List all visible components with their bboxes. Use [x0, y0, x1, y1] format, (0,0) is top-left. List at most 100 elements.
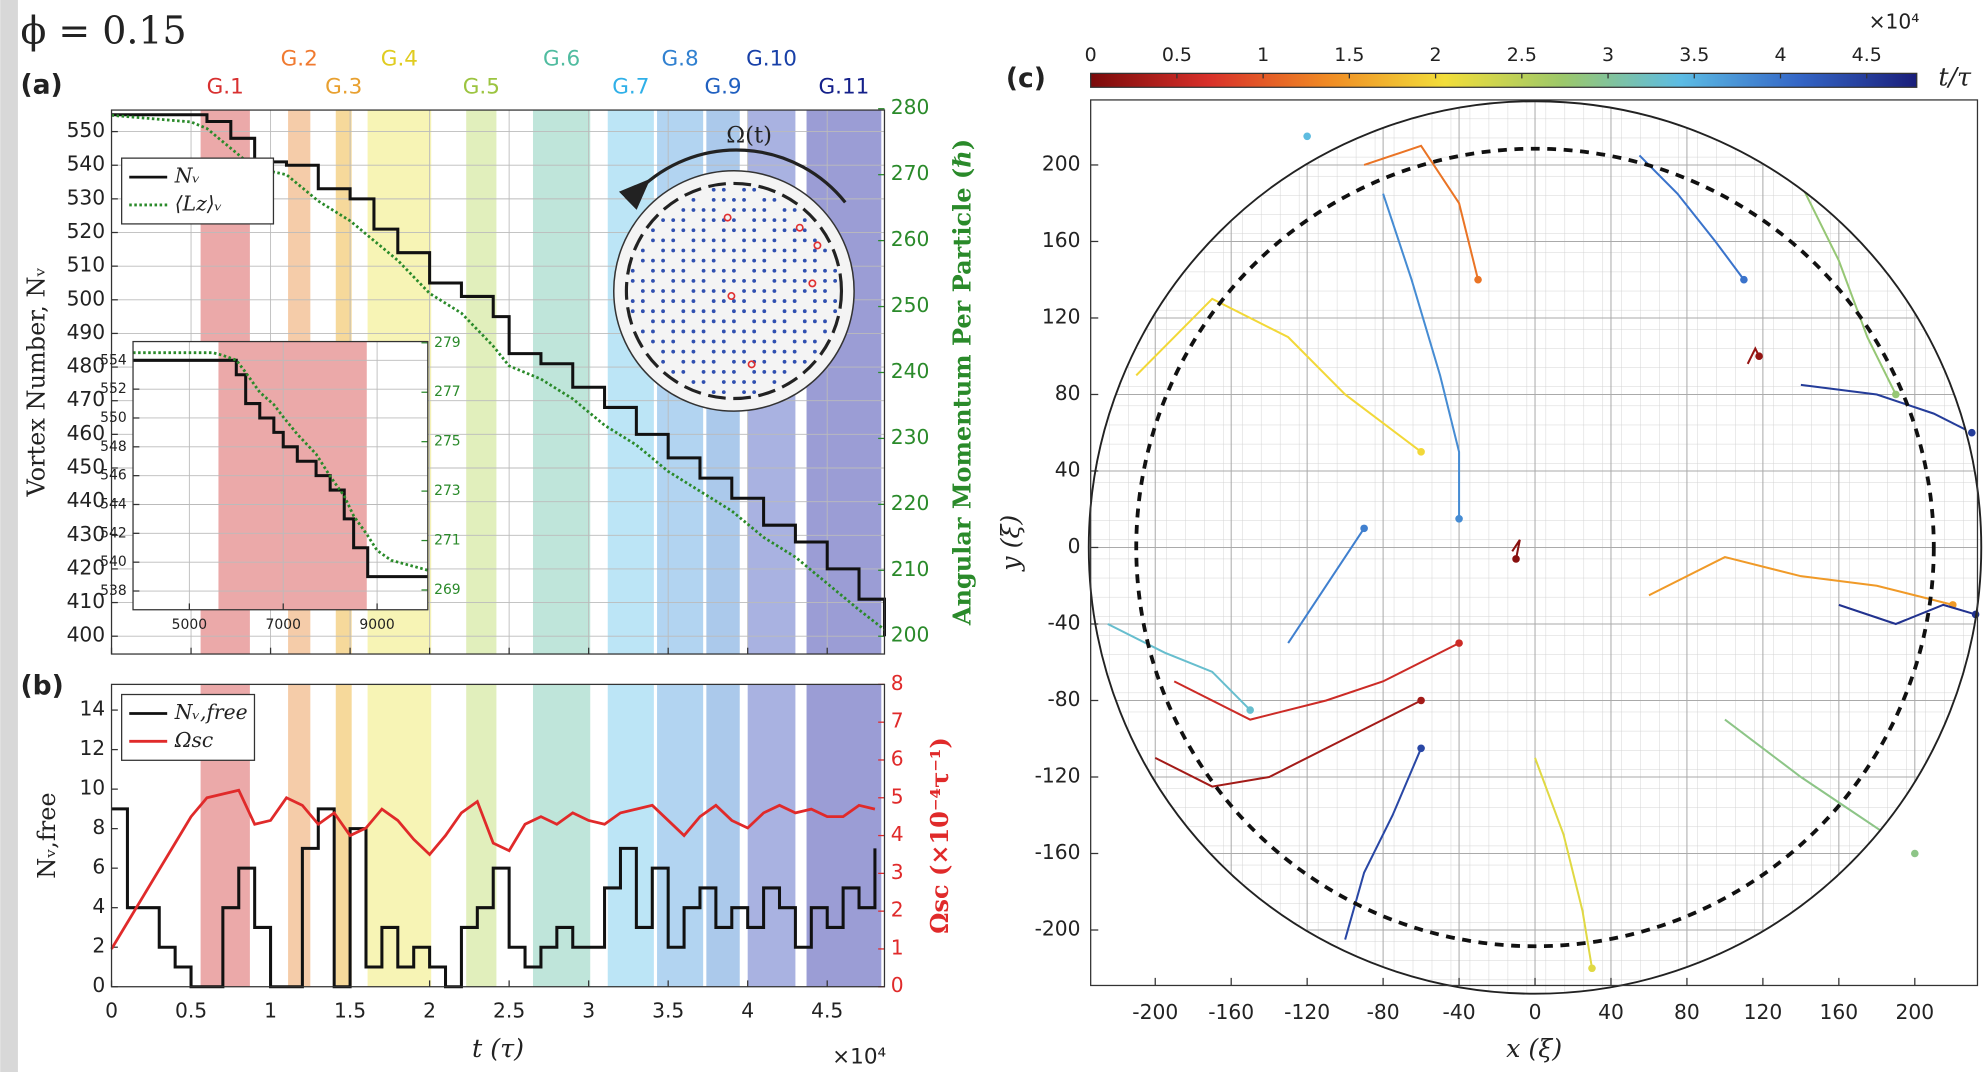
vortex-dot — [752, 380, 757, 384]
group-band — [806, 684, 882, 987]
group-band — [607, 684, 654, 987]
y2-tick-label: 260 — [891, 227, 930, 251]
y2-tick-label: 273 — [434, 483, 461, 499]
colorbar-tick-label: 3.5 — [1679, 44, 1709, 66]
y-tick-label: -120 — [1035, 763, 1081, 787]
y-tick-label: 200 — [1042, 151, 1081, 175]
vortex-dot — [721, 187, 726, 192]
vortex-dot — [762, 349, 767, 354]
vortex-dot — [711, 197, 716, 202]
vortex-dot — [651, 289, 655, 293]
vortex-dot — [772, 218, 777, 223]
vortex-dot — [701, 238, 706, 243]
group-band — [532, 684, 591, 987]
vortex-dot — [721, 380, 726, 384]
vortex-dot — [671, 238, 676, 243]
vortex-dot — [661, 248, 665, 253]
vortex-dot — [752, 390, 757, 395]
vortex-dot — [651, 258, 655, 263]
vortex-dot — [752, 370, 757, 374]
vortex-dot — [681, 278, 686, 283]
vortex-dot — [732, 349, 736, 354]
vortex-dot — [691, 208, 696, 212]
vortex-dot — [701, 218, 706, 223]
vortex-dot — [732, 278, 736, 283]
group-label: G.2 — [281, 46, 318, 71]
vortex-dot — [823, 319, 827, 324]
vortex-dot — [671, 228, 676, 233]
x-tick-label: 4 — [741, 999, 754, 1023]
vortex-dot — [721, 339, 726, 344]
vortex-dot — [833, 309, 838, 314]
vortex-dot — [721, 197, 726, 202]
vortex-dot — [691, 197, 696, 202]
vortex-track — [1173, 642, 1460, 721]
vortex-dot — [792, 289, 797, 293]
x-tick-label: -160 — [1208, 1000, 1254, 1024]
vortex-dot — [742, 258, 746, 263]
vortex-dot — [752, 187, 757, 192]
vortex-dot — [762, 258, 767, 263]
group-label: G.10 — [746, 46, 797, 71]
x-tick-label: 80 — [1674, 1000, 1700, 1024]
group-band — [367, 684, 432, 987]
vortex-dot — [681, 208, 686, 212]
y-tick-label: 0 — [92, 973, 105, 997]
vortex-dot — [711, 299, 716, 303]
vortex-dot — [681, 228, 686, 233]
x-tick-label: -200 — [1132, 1000, 1178, 1024]
vortex-dot — [671, 299, 676, 303]
rotation-arrow — [618, 148, 847, 210]
y2-tick-label: 3 — [891, 860, 904, 884]
vortex-dot — [782, 278, 787, 283]
vortex-dot — [812, 299, 817, 303]
colorbar-tick-label: 4 — [1774, 44, 1786, 66]
vortex-dot — [711, 309, 716, 314]
vortex-dot — [711, 349, 716, 354]
track-end — [1417, 448, 1425, 456]
y-tick-label: 14 — [79, 697, 105, 721]
vortex-track — [1135, 297, 1422, 453]
group-band — [532, 110, 591, 655]
track-end — [1417, 744, 1425, 753]
vortex-dot — [802, 278, 807, 283]
vortex-dot — [772, 278, 777, 283]
vortex-dot — [721, 299, 726, 303]
vortex-dot — [792, 329, 797, 334]
group-band — [466, 684, 497, 987]
boundary — [1087, 100, 1983, 995]
y2-tick-label: 220 — [891, 491, 930, 515]
vortex-dot — [732, 197, 736, 202]
vortex-dot — [742, 197, 746, 202]
vortex-dot — [691, 380, 696, 384]
y-tick-label: 552 — [100, 381, 127, 397]
vortex-dot — [651, 339, 655, 344]
vortex-dot — [782, 359, 787, 364]
vortex-dot — [742, 289, 746, 293]
vortex-dot — [772, 228, 777, 233]
vortex-dot — [671, 248, 676, 253]
vortex-dot — [671, 319, 676, 324]
vortex-dot — [701, 289, 706, 293]
vortex-dot — [833, 299, 838, 303]
group-band — [806, 110, 882, 655]
vortex-dot — [752, 329, 757, 334]
legend-box — [121, 157, 275, 225]
vortex-dot — [762, 309, 767, 314]
y-tick-label: 540 — [100, 554, 127, 570]
y-tick-label: 12 — [79, 736, 105, 760]
y2-tick-label: 210 — [891, 557, 930, 581]
vortex-dot — [762, 339, 767, 344]
vortex-dot — [711, 359, 716, 364]
vortex-dot — [651, 319, 655, 324]
series-line — [111, 807, 877, 989]
track-end — [1512, 555, 1520, 563]
vortex-dot — [823, 268, 827, 273]
vortex-dot — [772, 299, 777, 303]
vortex-dot — [640, 299, 645, 303]
vortex-dot — [661, 268, 665, 273]
vortex-dot — [732, 299, 736, 303]
charts: G.1G.2G.3G.4G.5G.6G.7G.8G.9G.10G.1140041… — [20, 9, 1983, 1070]
vortex-dot — [681, 370, 686, 374]
